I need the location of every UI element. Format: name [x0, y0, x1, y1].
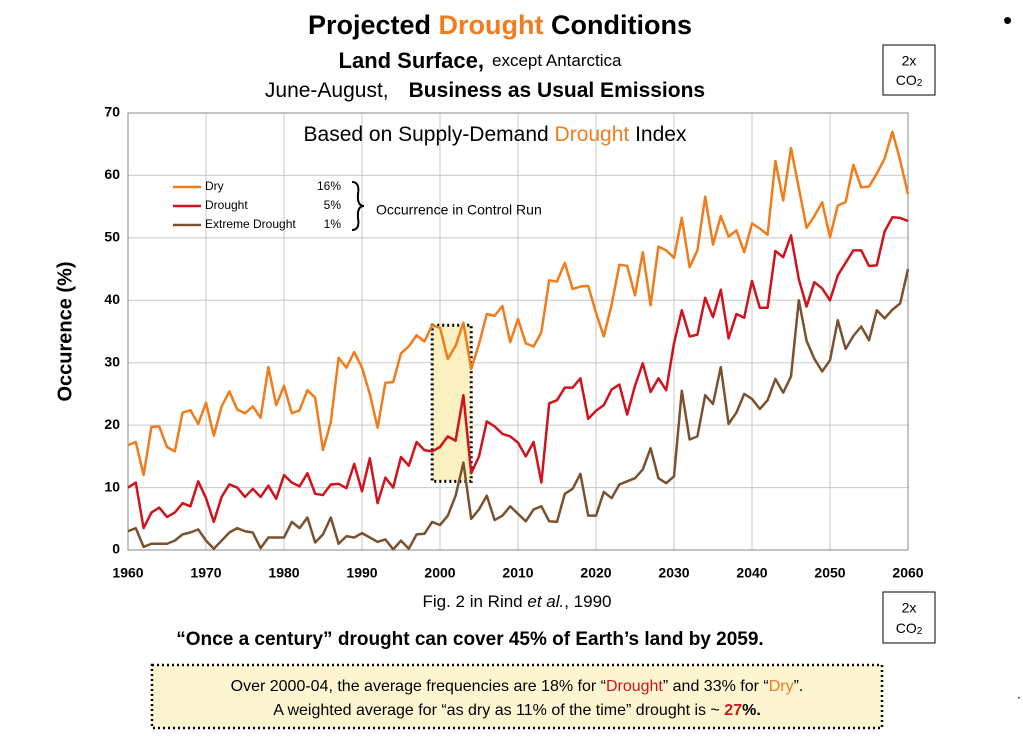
note-line: Over 2000-04, the average frequencies ar…	[231, 678, 804, 695]
caption: Fig. 2 in Rind et al., 1990	[422, 592, 611, 611]
headline: “Once a century” drought can cover 45% o…	[176, 629, 763, 650]
co2-box	[882, 44, 936, 96]
legend-control: 5%	[324, 198, 342, 212]
legend-control: 16%	[317, 179, 341, 193]
plot-border	[127, 112, 909, 551]
bullet: •	[1003, 5, 1012, 35]
y-axis-label: Occurence (%)	[54, 261, 76, 401]
y-tick-label: 10	[104, 478, 120, 494]
inner-title-part: Drought	[555, 123, 630, 146]
legend-note: Occurrence in Control Run	[376, 202, 542, 218]
series-line	[127, 216, 909, 530]
x-tick-label: 1960	[112, 565, 143, 581]
co2-label: 2x	[902, 53, 917, 69]
co2-box	[882, 591, 936, 644]
subtitle: Land Surface, except Antarctica	[339, 48, 622, 73]
x-tick-label: 2040	[736, 565, 767, 581]
co2-label: CO2	[896, 72, 923, 89]
subtitle: June-August, Business as Usual Emissions	[265, 79, 705, 102]
x-tick-label: 2060	[892, 565, 923, 581]
co2-label: CO2	[896, 620, 923, 637]
y-tick-label: 20	[104, 416, 120, 432]
x-tick-label: 2010	[502, 565, 533, 581]
y-tick-label: 0	[112, 541, 120, 557]
x-tick-label: 1980	[268, 565, 299, 581]
x-tick-label: 2050	[814, 565, 845, 581]
legend-label: Dry	[205, 179, 224, 193]
y-tick-label: 70	[104, 104, 120, 120]
slide-title: Projected Drought Conditions	[308, 10, 692, 40]
series-line	[127, 268, 910, 551]
inner-title-part: Index	[629, 123, 687, 146]
inner-title: Based on Supply-Demand Drought Index	[304, 123, 687, 146]
note-box	[150, 663, 884, 730]
x-tick-label: 2020	[580, 565, 611, 581]
x-tick-label: 1990	[346, 565, 377, 581]
co2-label: 2x	[902, 600, 917, 616]
y-tick-label: 30	[104, 353, 120, 369]
y-tick-label: 40	[104, 291, 120, 307]
series-line	[127, 130, 910, 477]
legend-label: Extreme Drought	[205, 217, 296, 231]
y-tick-label: 50	[104, 229, 120, 245]
legend-label: Drought	[205, 198, 248, 212]
note-line: A weighted average for “as dry as 11% of…	[273, 702, 761, 719]
x-tick-label: 2030	[658, 565, 689, 581]
inner-title-part: Based on Supply-Demand	[304, 123, 555, 146]
legend-control: 1%	[324, 217, 342, 231]
y-tick-label: 60	[104, 166, 120, 182]
dot: .	[1017, 686, 1021, 702]
x-tick-label: 2000	[424, 565, 455, 581]
x-tick-label: 1970	[190, 565, 221, 581]
legend-brace	[351, 181, 365, 231]
